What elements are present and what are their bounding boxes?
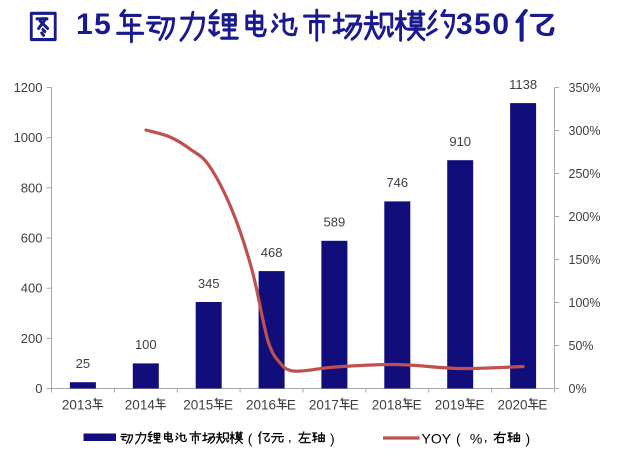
svg-text:E: E <box>476 398 485 413</box>
svg-text:345: 345 <box>198 276 220 291</box>
svg-text:YOY: YOY <box>422 431 452 447</box>
svg-text:E: E <box>350 398 359 413</box>
svg-text:1000: 1000 <box>14 130 43 145</box>
svg-text:100%: 100% <box>569 296 601 310</box>
svg-text:,: , <box>288 429 292 445</box>
svg-text:2016: 2016 <box>246 398 276 413</box>
svg-text:(: ( <box>248 431 253 447</box>
svg-text:600: 600 <box>21 231 43 246</box>
svg-text:2015: 2015 <box>183 398 213 413</box>
svg-text:2017: 2017 <box>309 398 339 413</box>
svg-text:350: 350 <box>456 8 511 41</box>
svg-text:800: 800 <box>21 180 43 195</box>
svg-text:0: 0 <box>35 381 42 396</box>
svg-text:2018: 2018 <box>372 398 402 413</box>
svg-text:1138: 1138 <box>509 77 537 92</box>
svg-text:25: 25 <box>76 356 90 371</box>
svg-text:910: 910 <box>449 134 471 149</box>
svg-text:50%: 50% <box>569 339 594 353</box>
svg-text:200%: 200% <box>569 210 601 224</box>
svg-text:): ) <box>330 431 335 447</box>
svg-text:E: E <box>538 398 547 413</box>
svg-text:): ) <box>526 431 531 447</box>
svg-text:250%: 250% <box>569 167 601 181</box>
svg-text:0%: 0% <box>569 382 587 396</box>
svg-text:746: 746 <box>386 175 408 190</box>
svg-text:300%: 300% <box>569 124 601 138</box>
svg-text:400: 400 <box>21 281 43 296</box>
svg-text:350%: 350% <box>569 81 601 95</box>
svg-text:150%: 150% <box>569 253 601 267</box>
svg-text:E: E <box>224 398 233 413</box>
svg-text:589: 589 <box>324 215 346 230</box>
svg-text:1200: 1200 <box>14 80 43 95</box>
svg-text:2014: 2014 <box>125 398 156 413</box>
svg-text:E: E <box>287 398 296 413</box>
svg-text:E: E <box>413 398 422 413</box>
svg-text:2020: 2020 <box>498 398 528 413</box>
svg-text:100: 100 <box>135 337 157 352</box>
svg-text:468: 468 <box>261 245 283 260</box>
svg-text:2013: 2013 <box>62 398 92 413</box>
svg-text:2019: 2019 <box>435 398 465 413</box>
svg-text:(: ( <box>456 431 461 447</box>
svg-text:15: 15 <box>76 8 112 41</box>
svg-text:200: 200 <box>21 331 43 346</box>
svg-text:%: % <box>470 431 482 447</box>
svg-text:,: , <box>484 429 488 445</box>
